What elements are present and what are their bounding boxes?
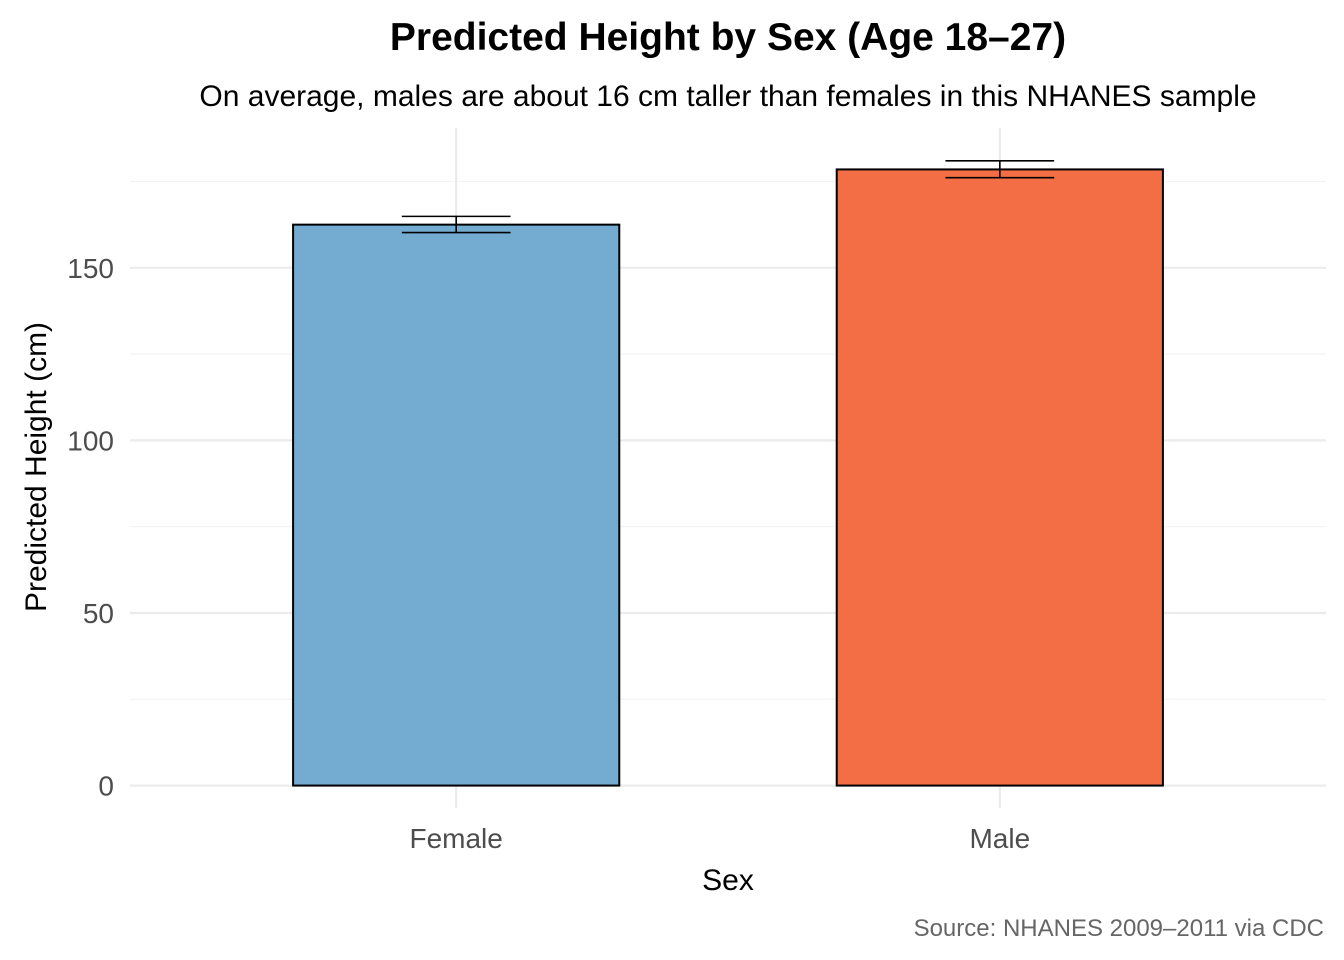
y-tick-label: 150 xyxy=(67,253,114,284)
error-bar-male xyxy=(945,159,1055,179)
y-axis-title: Predicted Height (cm) xyxy=(20,322,53,612)
y-tick-label: 0 xyxy=(98,771,114,802)
bars xyxy=(292,168,1164,787)
chart-caption: Source: NHANES 2009–2011 via CDC xyxy=(914,915,1324,942)
bar-female xyxy=(292,223,621,787)
bar-male xyxy=(835,168,1164,787)
y-tick-label: 50 xyxy=(83,598,114,629)
y-axis-ticks: 0 50 100 150 xyxy=(67,253,114,802)
error-bar-female xyxy=(401,215,511,234)
x-axis-title: Sex xyxy=(702,864,754,897)
x-tick-label-female: Female xyxy=(409,823,502,854)
x-axis-ticks: Female Male xyxy=(409,823,1030,854)
chart-subtitle: On average, males are about 16 cm taller… xyxy=(199,80,1256,113)
chart-title: Predicted Height by Sex (Age 18–27) xyxy=(390,16,1066,59)
error-bars xyxy=(401,159,1055,234)
y-tick-label: 100 xyxy=(67,425,114,456)
x-tick-label-male: Male xyxy=(969,823,1030,854)
